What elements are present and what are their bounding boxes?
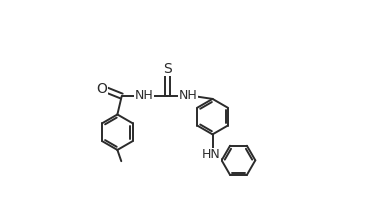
Text: O: O (96, 81, 107, 95)
Text: NH: NH (178, 89, 197, 102)
Text: NH: NH (135, 89, 154, 102)
Text: S: S (163, 62, 171, 76)
Text: HN: HN (202, 148, 221, 161)
